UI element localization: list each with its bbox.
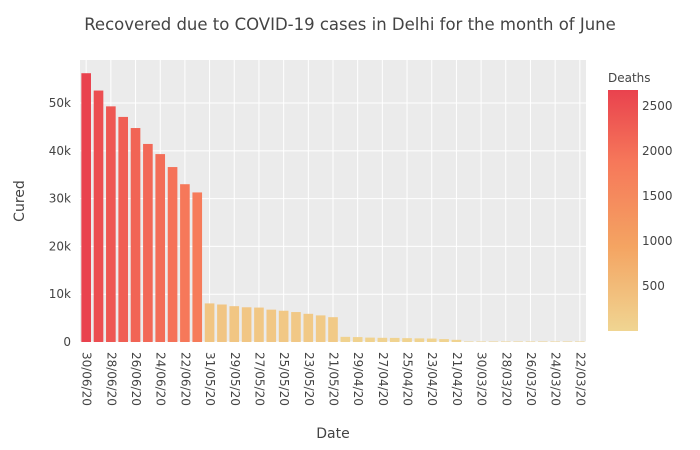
x-tick-label: 24/03/20 [549, 352, 563, 406]
bar[interactable] [389, 337, 400, 342]
bar[interactable] [537, 341, 548, 343]
colorbar-tick-label: 1000 [642, 234, 673, 248]
y-axis-title: Cured [12, 180, 28, 222]
bar[interactable] [155, 154, 166, 342]
bar[interactable] [463, 341, 474, 343]
bar[interactable] [303, 313, 314, 342]
bar[interactable] [315, 315, 326, 342]
colorbar-tick-label: 500 [642, 279, 665, 293]
x-tick-label: 28/03/20 [499, 352, 513, 406]
x-tick-label: 30/03/20 [475, 352, 489, 406]
y-tick-label: 0 [63, 335, 71, 349]
x-tick-label: 21/04/20 [450, 352, 464, 406]
x-tick-label: 27/05/20 [252, 352, 266, 406]
x-tick-label: 30/06/20 [80, 352, 94, 406]
bar[interactable] [476, 341, 486, 343]
bars [81, 73, 585, 343]
x-tick-label: 28/06/20 [104, 352, 118, 406]
bar[interactable] [328, 317, 338, 342]
x-axis-title: Date [316, 426, 349, 442]
bar[interactable] [143, 143, 153, 342]
bar[interactable] [106, 106, 116, 342]
x-tick-label: 24/06/20 [154, 352, 168, 406]
x-tick-label: 25/04/20 [401, 352, 415, 406]
x-tick-label: 31/05/20 [203, 352, 217, 406]
colorbar-tick-labels: 500 1000 1500 2000 2500 [642, 99, 673, 293]
y-tick-label: 10k [49, 287, 71, 301]
y-tick-label: 50k [49, 96, 71, 110]
bar[interactable] [513, 341, 523, 343]
colorbar [608, 90, 638, 331]
x-tick-label: 22/03/20 [573, 352, 587, 406]
bar[interactable] [439, 339, 449, 342]
bar[interactable] [575, 341, 585, 343]
x-tick-label: 26/06/20 [129, 352, 143, 406]
bar[interactable] [254, 307, 264, 342]
colorbar-title: Deaths [608, 71, 651, 85]
x-tick-label: 27/04/20 [376, 352, 390, 406]
bar[interactable] [550, 341, 560, 343]
y-tick-label: 30k [49, 192, 71, 206]
bar[interactable] [365, 337, 375, 342]
bar[interactable] [291, 312, 301, 342]
colorbar-tick-label: 2500 [642, 99, 673, 113]
x-tick-label: 29/04/20 [351, 352, 365, 406]
x-tick-label: 21/05/20 [327, 352, 341, 406]
chart-title: Recovered due to COVID-19 cases in Delhi… [84, 15, 616, 34]
bar[interactable] [488, 341, 499, 343]
bar[interactable] [241, 307, 252, 342]
bar[interactable] [204, 303, 215, 342]
bar[interactable] [130, 128, 141, 342]
bar[interactable] [180, 184, 190, 342]
bar[interactable] [525, 341, 536, 343]
y-tick-labels: 0 10k 20k 30k 40k 50k [49, 96, 71, 349]
x-tick-labels: 30/06/20 28/06/20 26/06/20 24/06/20 22/06/20… [80, 352, 588, 406]
x-tick-label: 26/03/20 [524, 352, 538, 406]
bar[interactable] [278, 310, 289, 342]
bar[interactable] [266, 309, 277, 342]
colorbar-tick-label: 1500 [642, 189, 673, 203]
bar[interactable] [500, 341, 511, 343]
bar[interactable] [229, 306, 240, 342]
bar[interactable] [426, 338, 437, 342]
bar[interactable] [192, 192, 203, 342]
bar[interactable] [118, 116, 129, 342]
bar[interactable] [340, 336, 351, 342]
x-tick-label: 29/05/20 [228, 352, 242, 406]
bar[interactable] [93, 90, 104, 343]
bar[interactable] [217, 304, 227, 342]
bar[interactable] [451, 339, 462, 342]
bar[interactable] [414, 338, 425, 342]
bar[interactable] [352, 337, 363, 342]
colorbar-tick-label: 2000 [642, 144, 673, 158]
y-tick-label: 40k [49, 144, 71, 158]
y-tick-label: 20k [49, 239, 71, 253]
bar[interactable] [402, 338, 412, 342]
bar[interactable] [377, 337, 388, 342]
x-tick-label: 22/06/20 [178, 352, 192, 406]
bar[interactable] [562, 341, 573, 343]
x-tick-label: 23/04/20 [425, 352, 439, 406]
x-tick-label: 23/05/20 [302, 352, 316, 406]
bar[interactable] [81, 73, 91, 342]
x-tick-label: 25/05/20 [277, 352, 291, 406]
bar[interactable] [167, 167, 178, 342]
